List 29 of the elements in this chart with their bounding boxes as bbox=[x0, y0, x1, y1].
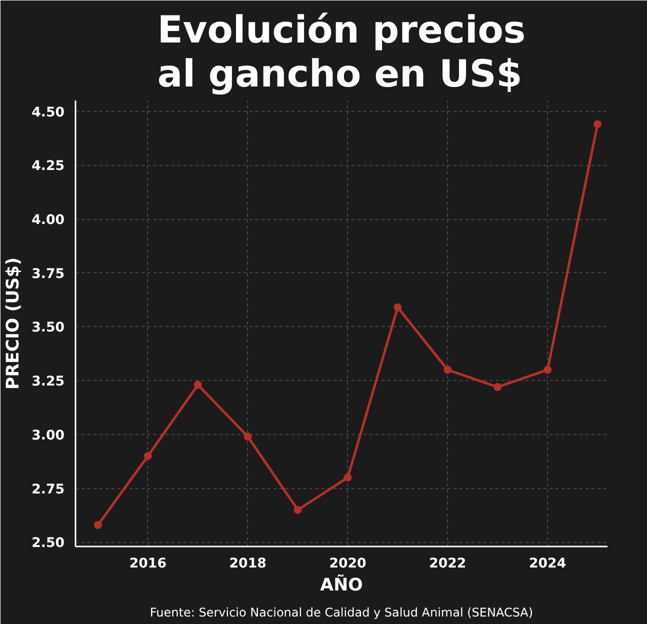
y-tick-label: 4.00 bbox=[32, 213, 65, 228]
y-tick-label: 3.50 bbox=[32, 320, 65, 336]
x-axis-title: AÑO bbox=[320, 574, 363, 596]
point bbox=[544, 366, 552, 374]
chart-title: Evolución precios al gancho en US$ bbox=[157, 8, 526, 96]
point bbox=[194, 380, 202, 389]
point bbox=[144, 452, 152, 460]
y-axis-title: PRECIO (US$) bbox=[4, 257, 24, 390]
point bbox=[444, 366, 452, 374]
point bbox=[394, 303, 402, 312]
y-tick-label: 2.50 bbox=[32, 536, 65, 552]
point bbox=[294, 506, 302, 514]
point bbox=[494, 383, 502, 392]
point bbox=[594, 120, 602, 128]
point bbox=[94, 520, 102, 529]
y-tick-label: 3.25 bbox=[32, 374, 65, 390]
y-tick-label: 4.50 bbox=[32, 105, 65, 120]
y-tick-label: 4.25 bbox=[32, 159, 65, 174]
x-tick-label: 2020 bbox=[329, 556, 366, 572]
point bbox=[344, 474, 352, 482]
y-tick-label: 2.75 bbox=[32, 482, 65, 498]
point bbox=[244, 432, 252, 441]
x-tick-label: 2022 bbox=[429, 556, 466, 572]
source-note: Fuente: Servicio Nacional de Calidad y Salud Animal (SENACSA) bbox=[150, 606, 534, 620]
y-tick-label: 3.00 bbox=[32, 428, 65, 444]
x-tick-label: 2018 bbox=[229, 556, 266, 572]
x-tick-label: 2016 bbox=[129, 556, 166, 572]
y-tick-label: 3.75 bbox=[32, 266, 65, 282]
x-tick-label: 2024 bbox=[529, 556, 566, 572]
